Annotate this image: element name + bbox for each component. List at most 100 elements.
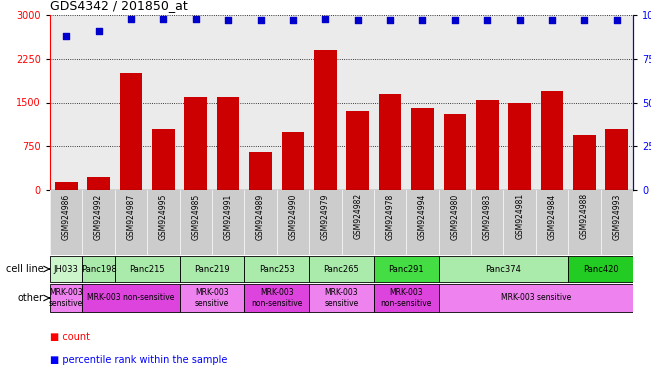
Bar — [605, 129, 628, 190]
Bar — [439, 190, 471, 255]
Bar — [374, 284, 439, 313]
Bar — [50, 190, 83, 255]
Point — [579, 17, 590, 23]
Point — [547, 17, 557, 23]
Text: GSM924979: GSM924979 — [321, 193, 330, 240]
Bar — [87, 177, 110, 190]
Bar — [217, 97, 240, 190]
Bar — [439, 256, 568, 283]
Bar — [379, 94, 402, 190]
Text: MRK-003
non-sensitive: MRK-003 non-sensitive — [251, 288, 303, 308]
Bar — [536, 15, 568, 190]
Text: Panc265: Panc265 — [324, 265, 359, 273]
Text: GSM924992: GSM924992 — [94, 193, 103, 240]
Bar — [83, 190, 115, 255]
Text: JH033: JH033 — [54, 265, 79, 273]
Bar — [184, 97, 207, 190]
Bar — [309, 15, 342, 190]
Bar — [541, 91, 563, 190]
Bar — [50, 15, 83, 190]
Bar — [568, 256, 633, 283]
Text: Panc215: Panc215 — [130, 265, 165, 273]
Point — [191, 15, 201, 22]
Point — [126, 15, 136, 22]
Bar — [50, 284, 83, 313]
Text: GSM924993: GSM924993 — [613, 193, 621, 240]
Bar — [342, 190, 374, 255]
Text: GSM924990: GSM924990 — [288, 193, 298, 240]
Text: Panc374: Panc374 — [486, 265, 521, 273]
Bar — [55, 182, 77, 190]
Text: MRK-003
sensitive: MRK-003 sensitive — [49, 288, 83, 308]
Bar — [180, 190, 212, 255]
Bar — [180, 284, 244, 313]
Text: MRK-003
non-sensitive: MRK-003 non-sensitive — [381, 288, 432, 308]
Text: GSM924991: GSM924991 — [224, 193, 232, 240]
Bar — [314, 50, 337, 190]
Text: GSM924981: GSM924981 — [515, 193, 524, 239]
Text: GSM924994: GSM924994 — [418, 193, 427, 240]
Text: Panc198: Panc198 — [81, 265, 117, 273]
Bar — [115, 256, 180, 283]
Bar — [342, 15, 374, 190]
Bar — [115, 15, 147, 190]
Point — [255, 17, 266, 23]
Text: MRK-003 non-sensitive: MRK-003 non-sensitive — [87, 293, 174, 303]
Point — [352, 17, 363, 23]
Text: MRK-003 sensitive: MRK-003 sensitive — [501, 293, 571, 303]
Bar — [212, 15, 244, 190]
Text: GSM924980: GSM924980 — [450, 193, 460, 240]
Bar — [476, 99, 499, 190]
Bar — [471, 190, 503, 255]
Bar — [244, 190, 277, 255]
Text: GSM924995: GSM924995 — [159, 193, 168, 240]
Bar — [439, 284, 633, 313]
Bar — [115, 190, 147, 255]
Point — [514, 17, 525, 23]
Point — [223, 17, 233, 23]
Point — [93, 28, 104, 34]
Bar — [568, 190, 601, 255]
Bar — [180, 256, 244, 283]
Text: GSM924987: GSM924987 — [126, 193, 135, 240]
Bar — [282, 132, 304, 190]
Bar — [50, 256, 83, 283]
Bar — [180, 15, 212, 190]
Text: Panc420: Panc420 — [583, 265, 618, 273]
Text: Panc253: Panc253 — [259, 265, 295, 273]
Text: GSM924978: GSM924978 — [385, 193, 395, 240]
Point — [385, 17, 395, 23]
Bar — [443, 114, 466, 190]
Point — [158, 15, 169, 22]
Text: GSM924989: GSM924989 — [256, 193, 265, 240]
Bar — [568, 15, 601, 190]
Point — [288, 17, 298, 23]
Bar — [249, 152, 272, 190]
Point — [320, 15, 331, 22]
Bar — [503, 190, 536, 255]
Text: GSM924983: GSM924983 — [483, 193, 492, 240]
Point — [611, 17, 622, 23]
Bar — [309, 284, 374, 313]
Bar — [277, 15, 309, 190]
Text: ■ percentile rank within the sample: ■ percentile rank within the sample — [50, 355, 227, 365]
Bar — [277, 190, 309, 255]
Bar — [147, 15, 180, 190]
Bar — [83, 284, 180, 313]
Bar — [212, 190, 244, 255]
Bar — [374, 15, 406, 190]
Bar — [536, 190, 568, 255]
Bar — [309, 256, 374, 283]
Point — [482, 17, 492, 23]
Bar — [83, 256, 115, 283]
Text: GSM924988: GSM924988 — [580, 193, 589, 239]
Text: ■ count: ■ count — [50, 332, 90, 342]
Bar — [503, 15, 536, 190]
Point — [61, 33, 72, 39]
Bar — [411, 108, 434, 190]
Text: MRK-003
sensitive: MRK-003 sensitive — [195, 288, 229, 308]
Bar — [573, 134, 596, 190]
Bar — [244, 284, 309, 313]
Text: GSM924982: GSM924982 — [353, 193, 362, 239]
Text: MRK-003
sensitive: MRK-003 sensitive — [324, 288, 359, 308]
